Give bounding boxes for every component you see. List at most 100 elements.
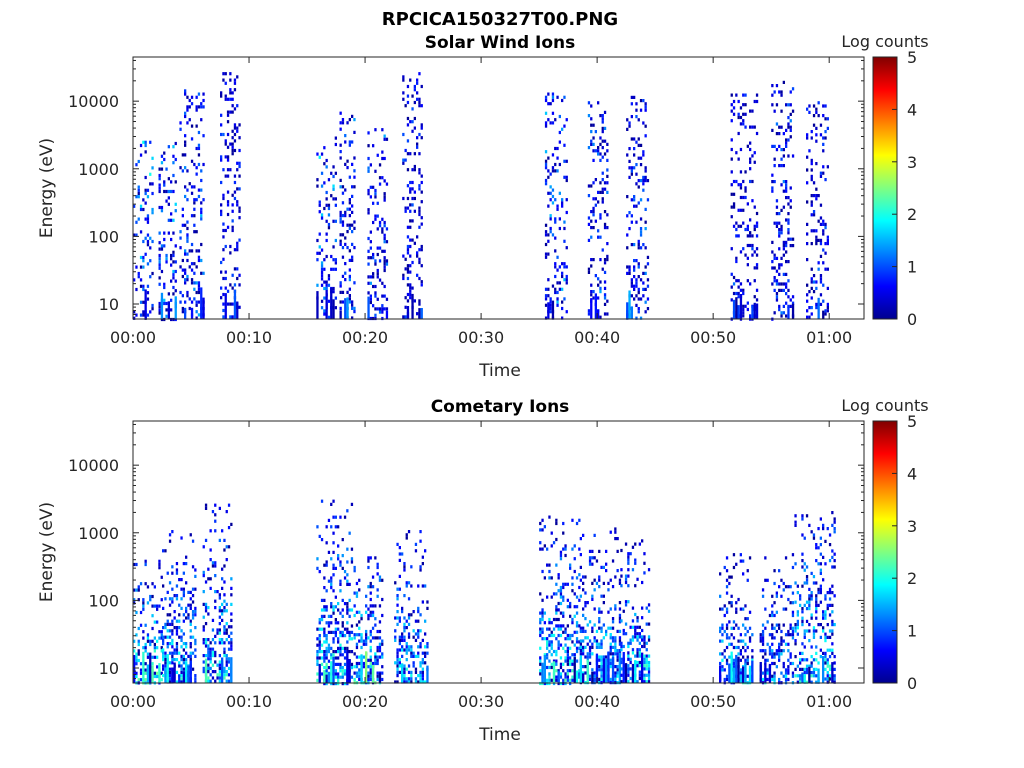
heatmap-cell: [628, 265, 631, 269]
heatmap-cell: [746, 263, 749, 267]
heatmap-cell: [421, 638, 424, 642]
heatmap-cell: [645, 680, 648, 684]
heatmap-cell: [629, 625, 632, 629]
heatmap-cell: [396, 654, 399, 658]
heatmap-cell: [346, 630, 349, 634]
heatmap-cell: [755, 253, 759, 257]
heatmap-cell: [171, 638, 174, 642]
heatmap-cell: [810, 312, 813, 316]
heatmap-cell: [594, 178, 597, 182]
heatmap-cell: [224, 228, 227, 233]
heatmap-cell: [628, 147, 631, 151]
heatmap-cell: [332, 187, 335, 191]
heatmap-cell: [826, 117, 829, 121]
heatmap-cell: [334, 656, 337, 660]
heatmap-cell: [801, 533, 804, 537]
heatmap-cell: [178, 664, 181, 668]
heatmap-cell: [420, 280, 423, 284]
heatmap-cell: [224, 293, 227, 319]
heatmap-cell: [158, 260, 161, 264]
heatmap-cell: [812, 274, 816, 278]
heatmap-cell: [231, 315, 234, 319]
heatmap-cell: [407, 613, 411, 617]
heatmap-cell: [362, 655, 365, 659]
heatmap-cell: [592, 258, 595, 262]
heatmap-cell: [218, 538, 221, 542]
heatmap-cell: [730, 626, 733, 630]
heatmap-cell: [616, 658, 619, 662]
heatmap-cell: [188, 265, 191, 269]
heatmap-cell: [630, 198, 633, 202]
heatmap-cell: [238, 283, 241, 287]
heatmap-cell: [626, 246, 629, 250]
heatmap-cell: [782, 180, 785, 184]
heatmap-cell: [782, 607, 785, 611]
heatmap-cell: [381, 176, 384, 180]
heatmap-cell: [165, 314, 168, 318]
heatmap-cell: [544, 111, 548, 115]
heatmap-cell: [139, 278, 143, 282]
heatmap-cell: [815, 133, 818, 137]
heatmap-cell: [371, 575, 375, 579]
heatmap-cell: [636, 648, 639, 652]
heatmap-cell: [822, 299, 825, 303]
heatmap-cell: [151, 665, 154, 683]
heatmap-cell: [170, 279, 173, 283]
heatmap-cell: [629, 641, 632, 645]
heatmap-cell: [603, 152, 607, 156]
heatmap-cell: [318, 232, 321, 236]
heatmap-cell: [133, 310, 136, 314]
heatmap-cell: [547, 191, 550, 195]
heatmap-cell: [819, 635, 822, 639]
heatmap-cell: [348, 637, 351, 641]
heatmap-cell: [642, 271, 645, 275]
heatmap-cell: [592, 296, 595, 300]
heatmap-cell: [591, 597, 594, 601]
heatmap-cell: [325, 666, 328, 670]
heatmap-cell: [194, 610, 197, 614]
heatmap-cell: [184, 140, 187, 144]
heatmap-cell: [353, 306, 356, 310]
heatmap-cell: [817, 194, 820, 198]
heatmap-cell: [200, 217, 203, 221]
heatmap-cell: [337, 640, 340, 644]
heatmap-cell: [817, 603, 820, 607]
heatmap-cell: [332, 197, 335, 201]
heatmap-cell: [544, 124, 548, 128]
heatmap-cell: [778, 221, 781, 225]
heatmap-cell: [605, 629, 608, 633]
heatmap-cell: [721, 652, 724, 656]
heatmap-cell: [611, 585, 615, 589]
heatmap-cell: [631, 545, 635, 549]
heatmap-cell: [417, 674, 420, 678]
heatmap-cell: [424, 632, 427, 636]
heatmap-cell: [628, 175, 631, 179]
heatmap-cell: [184, 134, 187, 138]
heatmap-cell: [383, 137, 386, 141]
heatmap-cell: [419, 677, 422, 681]
heatmap-cell: [764, 658, 767, 662]
heatmap-cell: [719, 626, 722, 630]
heatmap-cell: [771, 623, 774, 627]
heatmap-cell: [162, 642, 165, 646]
heatmap-cell: [749, 167, 752, 171]
heatmap-cell: [780, 314, 783, 318]
heatmap-cell: [582, 665, 585, 669]
heatmap-cell: [815, 107, 818, 111]
heatmap-cell: [142, 239, 145, 244]
heatmap-cell: [142, 140, 145, 144]
heatmap-cell: [611, 617, 615, 621]
heatmap-cell: [418, 276, 421, 281]
heatmap-cell: [418, 100, 421, 105]
heatmap-cell: [137, 217, 140, 221]
heatmap-cell: [778, 272, 781, 276]
heatmap-cell: [179, 166, 182, 170]
heatmap-cell: [396, 542, 399, 546]
heatmap-cell: [833, 623, 836, 627]
heatmap-cell: [158, 636, 161, 640]
heatmap-cell: [325, 280, 328, 284]
heatmap-cell: [323, 312, 326, 316]
heatmap-cell: [396, 616, 399, 620]
heatmap-cell: [815, 306, 818, 310]
heatmap-cell: [563, 226, 566, 231]
